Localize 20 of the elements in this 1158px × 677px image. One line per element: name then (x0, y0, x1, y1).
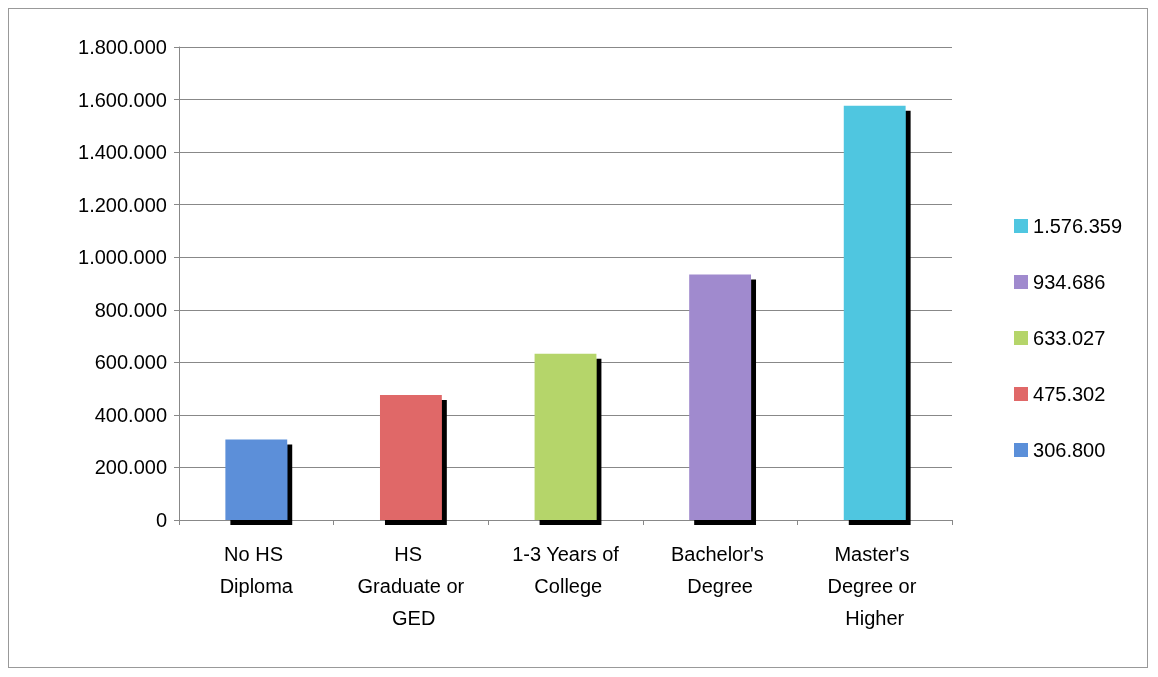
x-tick-label: HS Graduate or GED (357, 543, 465, 629)
y-tick-label: 1.600.000 (78, 88, 167, 111)
y-tick-label: 800.000 (94, 298, 167, 321)
legend-label: 306.800 (1033, 439, 1106, 461)
legend-label: 475.302 (1033, 383, 1106, 405)
legend-label: 934.686 (1033, 271, 1106, 293)
x-tick-label: 1-3 Years of College (512, 543, 620, 597)
y-tick-label: 1.200.000 (78, 193, 167, 216)
y-tick-label: 400.000 (94, 403, 167, 426)
legend-label: 633.027 (1033, 327, 1106, 349)
legend-label: 1.576.359 (1033, 215, 1123, 237)
y-tick-label: 0 (155, 509, 167, 531)
y-tick-label: 1.800.000 (78, 36, 167, 58)
x-tick-label: Bachelor's Degree (670, 543, 770, 597)
y-tick-label: 600.000 (94, 351, 167, 374)
x-tick-label: Master's Degree or Higher (827, 543, 922, 629)
y-tick-label: 1.000.000 (78, 246, 167, 269)
y-tick-label: 1.400.000 (78, 141, 167, 164)
x-tick-label: No HS Diploma (219, 543, 294, 597)
y-tick-label: 200.000 (94, 456, 167, 479)
